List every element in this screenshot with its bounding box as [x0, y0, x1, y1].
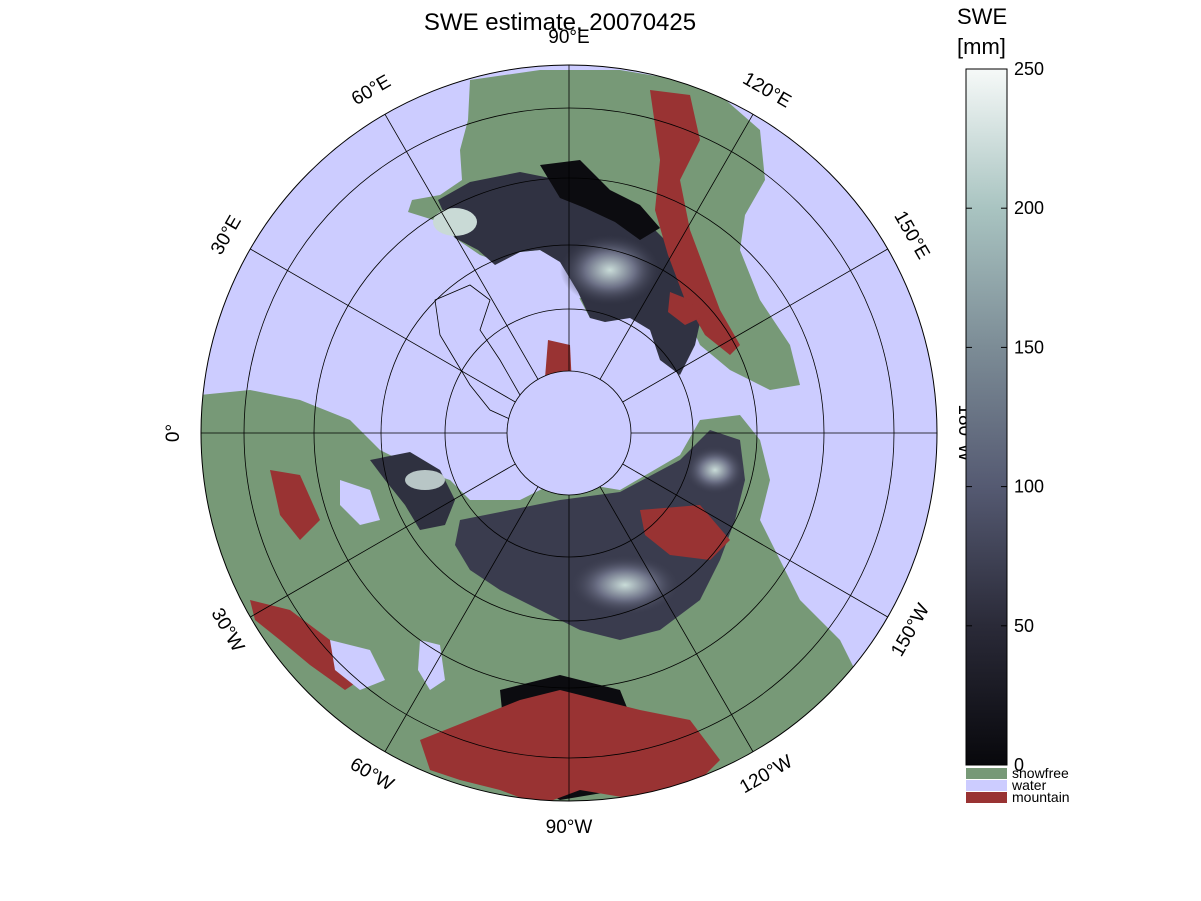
- meridian-line: [250, 248, 516, 403]
- legend-label-snowfree: snowfree: [1012, 765, 1069, 781]
- mountain-rockies: [650, 90, 740, 355]
- polar-map: [201, 65, 937, 801]
- colorbar-tick-label: 200: [1014, 198, 1044, 218]
- colorbar-title-line1: SWE: [957, 4, 1007, 29]
- colorbar-title-line2: [mm]: [957, 34, 1006, 59]
- longitude-label: 0°: [163, 424, 184, 442]
- black-sea: [330, 640, 385, 690]
- snowcover-black-na: [540, 160, 660, 240]
- snowcover-hotspot-na: [560, 235, 660, 305]
- colorbar-gradient: [965, 68, 1008, 766]
- colorbar-tick-label: 150: [1014, 337, 1044, 357]
- snowcover-hotspot-siberia: [570, 555, 680, 615]
- longitude-label: 30°E: [207, 212, 246, 258]
- caspian-sea: [418, 640, 445, 690]
- mountain-himalaya: [420, 690, 720, 801]
- mountain-east-asia: [640, 505, 730, 560]
- colorbar-tick-label: 0: [1014, 755, 1024, 775]
- meridian-line: [384, 114, 539, 380]
- legend-label-water: water: [1011, 777, 1047, 793]
- colorbar-tick-label: 100: [1014, 477, 1044, 497]
- longitude-label: 150°W: [887, 600, 934, 660]
- legend-label-mountain: mountain: [1012, 789, 1070, 805]
- longitude-label: 120°W: [736, 751, 796, 798]
- longitude-label: 120°E: [739, 68, 795, 112]
- colorbar-tick-label: 50: [1014, 616, 1034, 636]
- meridian-lines: [201, 65, 937, 801]
- meridian-line: [384, 486, 539, 752]
- mountain-scandinavia: [270, 470, 320, 540]
- meridian-line: [599, 114, 754, 380]
- mountain-alps-caucasus: [250, 600, 360, 690]
- mountain-alaska: [668, 292, 700, 325]
- map-boundary: [200, 64, 938, 802]
- longitude-label: 90°E: [548, 27, 589, 48]
- longitude-label: 60°E: [348, 71, 394, 110]
- longitude-label: 90°W: [546, 817, 593, 838]
- meridian-line: [250, 463, 516, 618]
- colorbar-tick-label: 250: [1014, 59, 1044, 79]
- colorbar-ticks: 0 50 100 150 200 250: [966, 59, 1044, 775]
- longitude-label: 30°W: [207, 605, 249, 656]
- graticule: [200, 64, 938, 802]
- map-title: SWE estimate, 20070425: [424, 9, 696, 36]
- snowcover-hotspot-labrador: [433, 208, 477, 236]
- baltic-sea: [340, 480, 380, 525]
- snowcover-hotspot-east-siberia: [685, 446, 745, 494]
- longitude-label: 150°E: [889, 207, 933, 263]
- snowcover-hotspot-scandinavia: [405, 470, 445, 490]
- meridian-line: [622, 248, 888, 403]
- legend-swatch-mountain: [966, 792, 1007, 803]
- polar-hole: [507, 371, 631, 495]
- legend-swatch-snowfree: [966, 768, 1007, 779]
- colorbar: SWE [mm] 0 50 100 150 200 250 snowfreewatermo…: [957, 4, 1070, 805]
- meridian-line: [622, 463, 888, 618]
- legend-swatch-water: [966, 780, 1007, 791]
- longitude-label: 60°W: [346, 754, 397, 796]
- meridian-line: [599, 486, 754, 752]
